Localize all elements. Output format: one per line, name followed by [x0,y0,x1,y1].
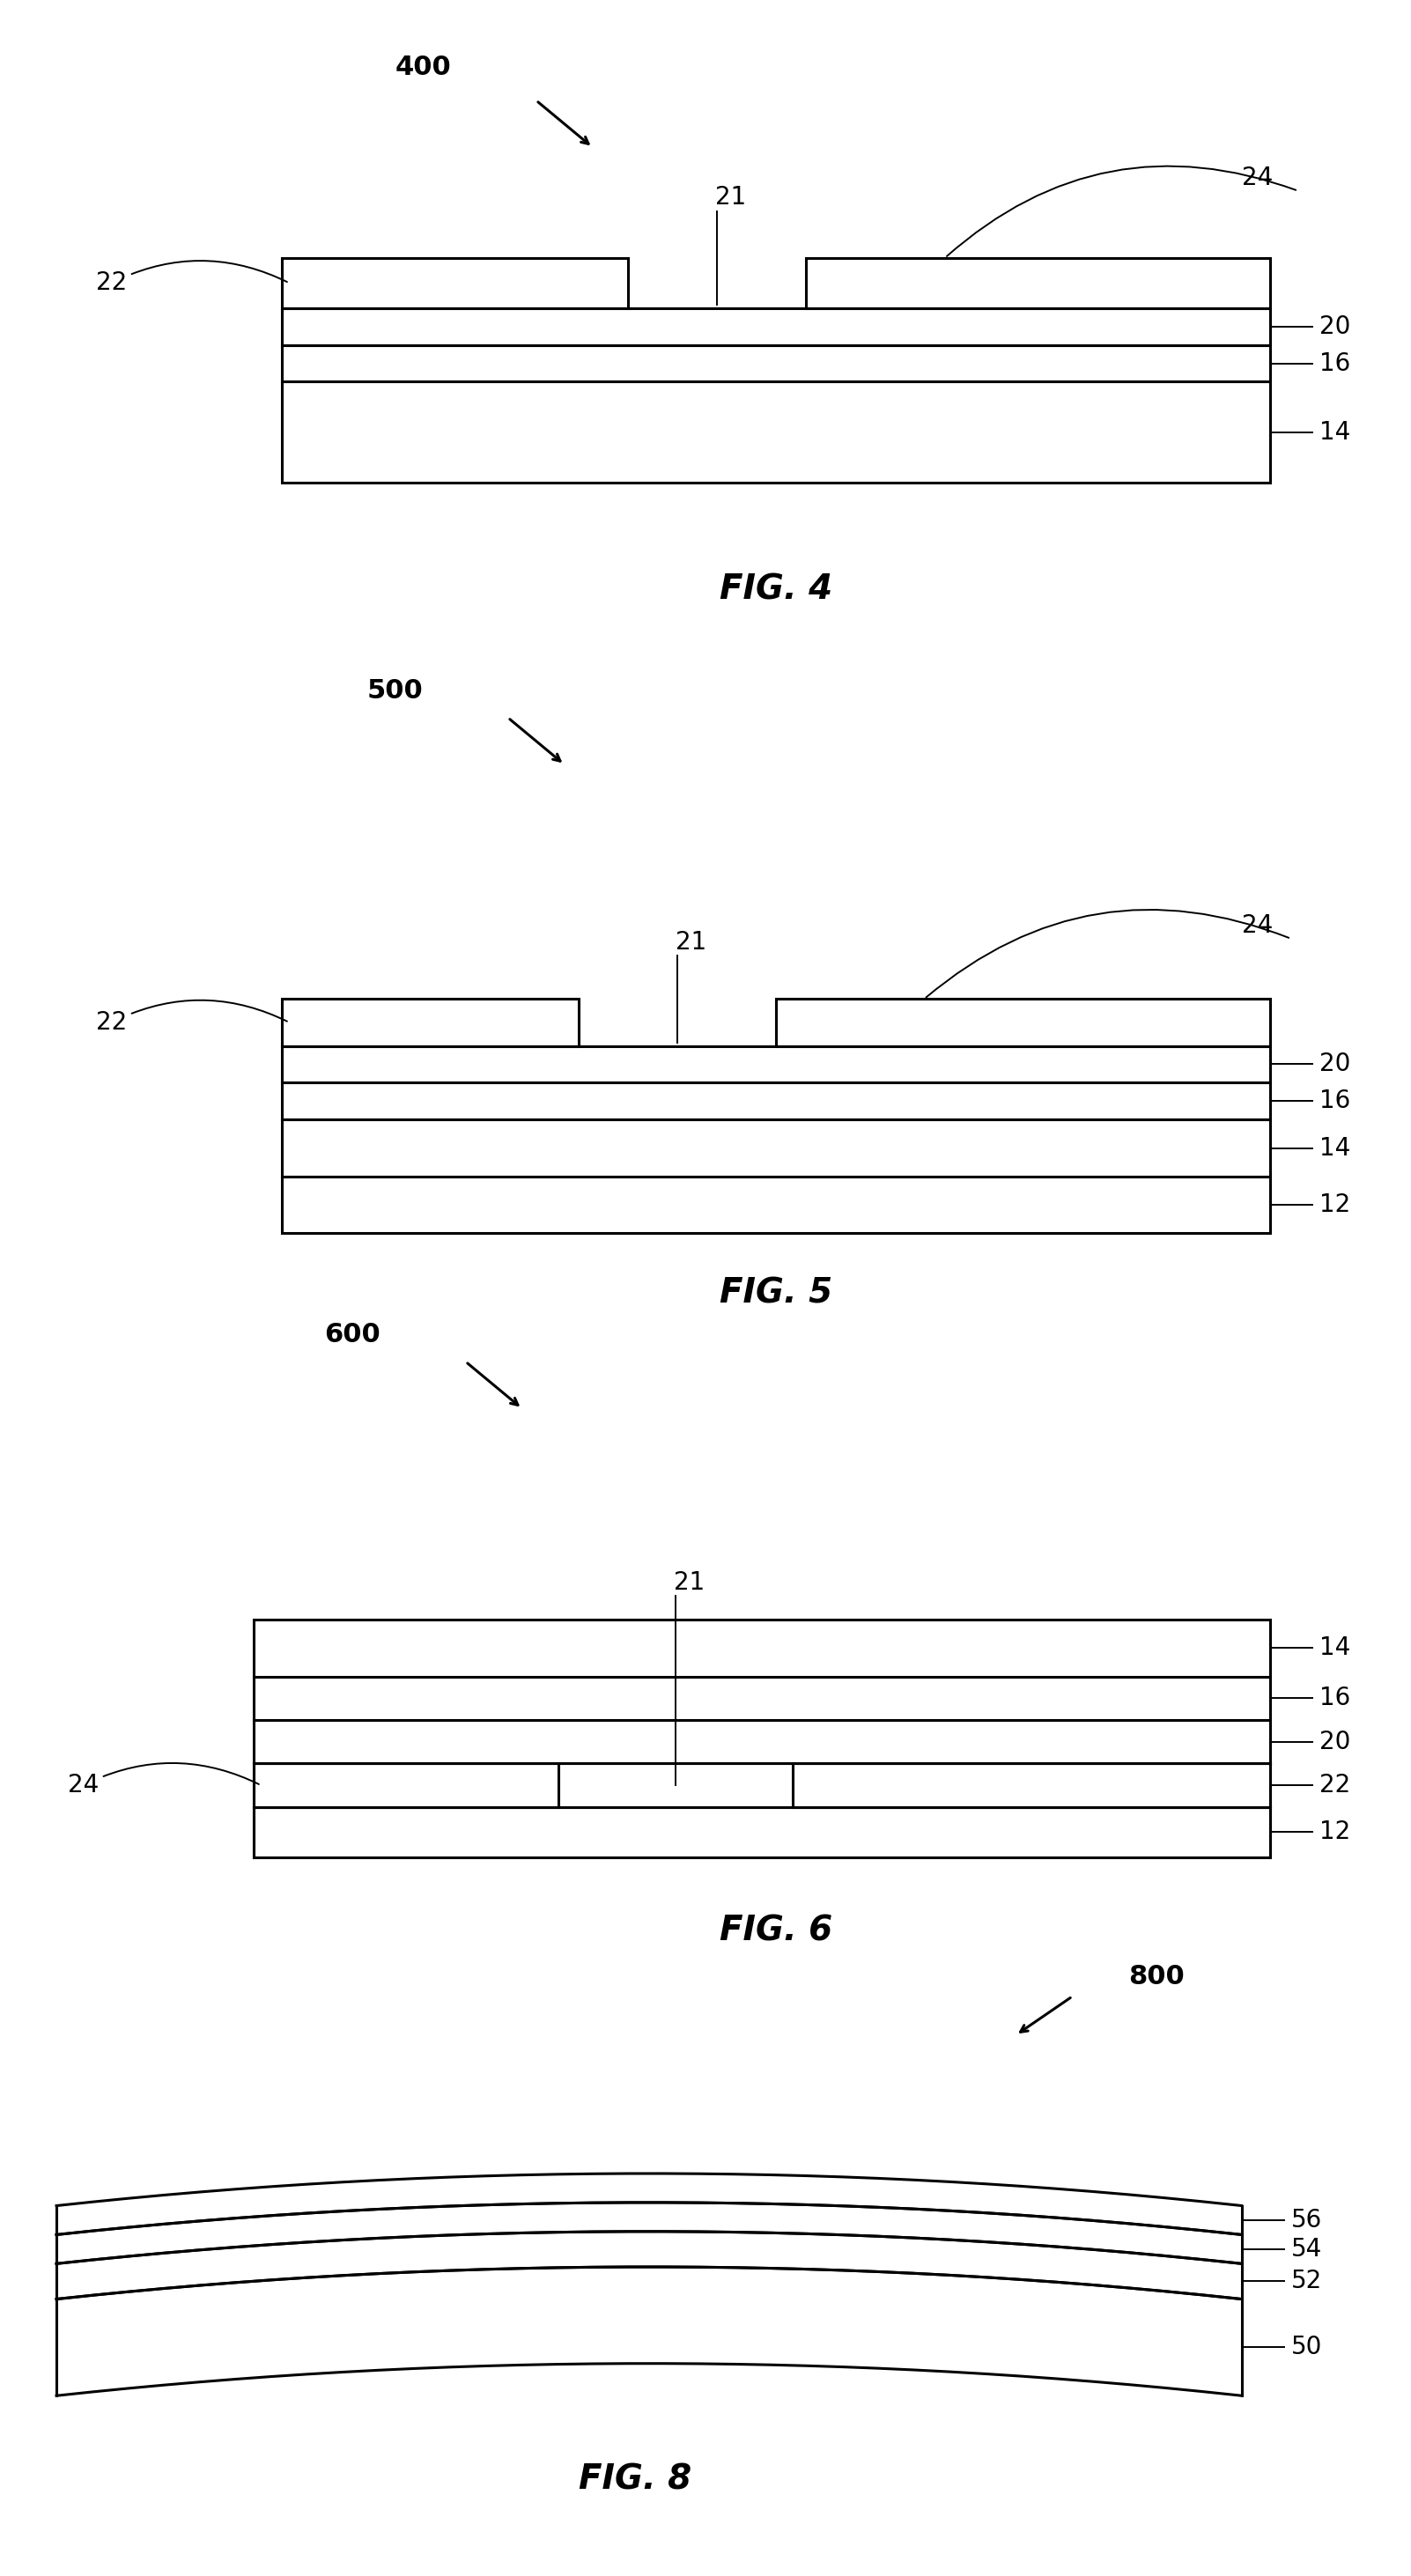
Text: 500: 500 [367,677,423,703]
Text: 12: 12 [1319,1819,1350,1844]
Text: 16: 16 [1319,350,1350,376]
Text: 24: 24 [1242,912,1273,938]
Text: FIG. 4: FIG. 4 [720,572,832,605]
Text: 21: 21 [674,1571,706,1595]
Bar [254,1721,1270,1765]
Text: 56: 56 [1291,2208,1322,2233]
Text: FIG. 8: FIG. 8 [579,2463,691,2496]
Bar [793,1765,1270,1808]
Bar [282,381,1270,482]
Text: 14: 14 [1319,420,1350,443]
Text: 16: 16 [1319,1685,1350,1710]
Text: 24: 24 [68,1762,258,1798]
Polygon shape [56,2202,1242,2264]
Bar [776,999,1270,1046]
Text: 21: 21 [715,185,746,209]
Text: 20: 20 [1319,1728,1350,1754]
Text: 22: 22 [1319,1772,1350,1798]
Text: 52: 52 [1291,2269,1322,2293]
Text: 54: 54 [1291,2236,1322,2262]
Text: FIG. 5: FIG. 5 [720,1278,832,1311]
Text: 600: 600 [325,1321,381,1347]
Text: 20: 20 [1319,314,1350,340]
Text: 14: 14 [1319,1136,1350,1159]
Bar [282,309,1270,345]
Bar [806,258,1270,309]
Bar [282,1082,1270,1121]
Bar [282,1046,1270,1082]
Bar [282,345,1270,381]
Text: FIG. 6: FIG. 6 [720,1914,832,1947]
Text: 16: 16 [1319,1090,1350,1113]
Bar [282,999,579,1046]
Text: 50: 50 [1291,2334,1322,2360]
Text: 400: 400 [395,54,452,80]
Bar [282,1121,1270,1177]
Bar [254,1765,559,1808]
Bar [254,1620,1270,1677]
Text: 20: 20 [1319,1051,1350,1077]
Text: 12: 12 [1319,1193,1350,1218]
Polygon shape [56,2231,1242,2298]
Bar [282,1177,1270,1234]
Bar [254,1677,1270,1721]
Text: 24: 24 [1242,165,1273,191]
Polygon shape [56,2267,1242,2396]
Text: 22: 22 [96,999,286,1036]
Text: 22: 22 [96,260,286,296]
Bar [254,1808,1270,1857]
Bar [282,258,628,309]
Text: 800: 800 [1129,1965,1185,1989]
Text: 21: 21 [676,930,707,953]
Text: 14: 14 [1319,1636,1350,1662]
Polygon shape [56,2174,1242,2233]
